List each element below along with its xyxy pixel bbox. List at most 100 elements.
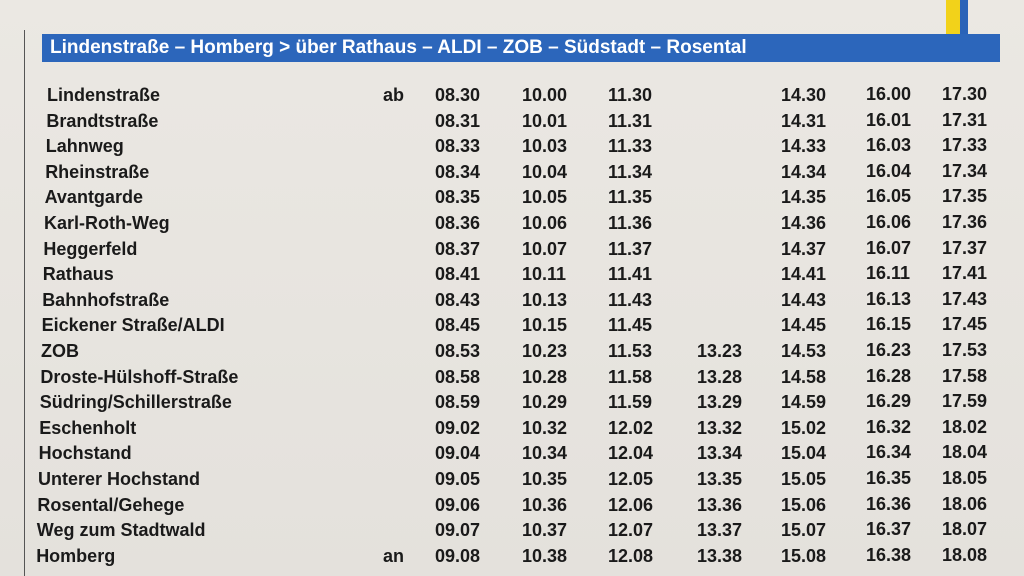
departure-time: 16.05: [866, 186, 912, 207]
departure-time: 16.23: [866, 340, 912, 360]
departure-time: 09.04: [435, 443, 481, 464]
departure-time: 16.32: [866, 416, 912, 437]
departure-time: 14.36: [781, 213, 827, 233]
departure-time: 08.59: [435, 392, 481, 413]
departure-time: 14.58: [781, 366, 827, 387]
departure-time: 14.43: [781, 289, 827, 310]
departure-time: 13.36: [697, 494, 743, 515]
stop-name: Eschenholt: [39, 417, 137, 438]
departure-time: 08.58: [435, 366, 481, 387]
departure-time: 13.34: [697, 443, 743, 464]
departure-time: 18.07: [942, 519, 988, 540]
departure-time: 10.34: [522, 443, 568, 464]
route-title: Lindenstraße – Homberg > über Rathaus – …: [42, 34, 1000, 62]
departure-time: 13.37: [697, 520, 743, 541]
stop-marker: an: [383, 545, 405, 566]
departure-time: 16.13: [866, 288, 912, 309]
departure-time: 10.38: [522, 545, 568, 566]
departure-time: 15.07: [781, 520, 827, 541]
departure-time: 16.15: [866, 314, 912, 335]
departure-time: 09.05: [435, 469, 481, 489]
departure-time: 08.41: [435, 264, 481, 285]
departure-time: 17.58: [942, 365, 988, 386]
departure-time: 11.35: [608, 187, 653, 208]
departure-time: 10.11: [522, 264, 567, 285]
departure-time: 08.53: [435, 341, 481, 361]
stop-name: Lindenstraße: [47, 85, 161, 105]
stop-name: Rosental/Gehege: [37, 494, 185, 515]
decor-stripe: [960, 0, 968, 34]
departure-time: 17.59: [942, 391, 988, 412]
departure-time: 12.05: [608, 469, 654, 489]
departure-time: 13.32: [697, 417, 743, 438]
departure-time: 11.41: [608, 264, 653, 285]
stop-name: Heggerfeld: [43, 238, 138, 259]
departure-time: 18.02: [942, 416, 988, 437]
departure-time: 11.45: [608, 315, 653, 336]
departure-time: 15.04: [781, 443, 827, 464]
departure-time: 13.23: [697, 341, 743, 361]
departure-time: 12.06: [608, 494, 654, 515]
departure-time: 16.37: [866, 519, 912, 540]
departure-time: 17.41: [942, 263, 988, 284]
departure-time: 16.38: [866, 544, 912, 565]
departure-time: 11.34: [608, 161, 653, 182]
departure-time: 10.28: [522, 366, 568, 387]
departure-time: 11.43: [608, 289, 653, 310]
departure-time: 10.01: [522, 110, 568, 131]
departure-time: 16.01: [866, 109, 912, 130]
departure-time: 10.03: [522, 136, 568, 157]
stop-name: Homberg: [36, 545, 116, 566]
departure-time: 16.03: [866, 135, 912, 156]
departure-time: 08.34: [435, 161, 481, 182]
departure-time: 10.13: [522, 289, 568, 310]
departure-time: 09.07: [435, 520, 481, 541]
departure-time: 15.08: [781, 545, 827, 566]
departure-time: 08.33: [435, 136, 481, 157]
departure-time: 09.06: [435, 494, 481, 515]
departure-time: 17.45: [942, 314, 988, 335]
departure-time: 14.37: [781, 238, 827, 259]
departure-time: 17.36: [942, 212, 988, 232]
stop-name: Avantgarde: [44, 187, 143, 208]
departure-time: 10.23: [522, 341, 568, 361]
departure-time: 11.59: [608, 392, 653, 413]
departure-time: 12.08: [608, 545, 654, 566]
departure-time: 16.00: [866, 84, 912, 104]
stop-name: Brandtstraße: [46, 110, 159, 131]
departure-time: 17.37: [942, 237, 988, 258]
stop-name: Lahnweg: [45, 136, 124, 157]
departure-time: 14.33: [781, 136, 827, 157]
departure-time: 10.05: [522, 187, 568, 208]
stop-marker: ab: [383, 85, 405, 105]
departure-time: 11.36: [608, 213, 653, 233]
departure-time: 14.41: [781, 264, 827, 285]
departure-time: 17.30: [942, 84, 988, 104]
departure-time: 14.34: [781, 161, 827, 182]
departure-time: 10.15: [522, 315, 568, 336]
departure-time: 13.29: [697, 392, 743, 413]
stop-name: Droste-Hülshoff-Straße: [40, 366, 239, 387]
departure-time: 15.05: [781, 469, 827, 489]
departure-time: 18.06: [942, 493, 988, 514]
departure-time: 10.06: [522, 213, 568, 233]
departure-time: 17.53: [942, 340, 988, 360]
departure-time: 10.32: [522, 417, 568, 438]
departure-time: 16.28: [866, 365, 912, 386]
departure-time: 16.35: [866, 468, 912, 488]
departure-time: 15.02: [781, 417, 827, 438]
departure-time: 17.33: [942, 135, 988, 156]
departure-time: 08.37: [435, 238, 481, 259]
departure-time: 10.35: [522, 469, 568, 489]
departure-time: 14.30: [781, 85, 827, 105]
departure-time: 09.02: [435, 417, 481, 438]
departure-time: 14.59: [781, 392, 827, 413]
departure-time: 10.07: [522, 238, 568, 259]
departure-time: 11.30: [608, 85, 653, 105]
stop-name: Weg zum Stadtwald: [36, 520, 206, 541]
departure-time: 10.29: [522, 392, 568, 413]
departure-time: 17.34: [942, 160, 988, 181]
departure-time: 08.30: [435, 85, 481, 105]
departure-time: 18.08: [942, 544, 988, 565]
